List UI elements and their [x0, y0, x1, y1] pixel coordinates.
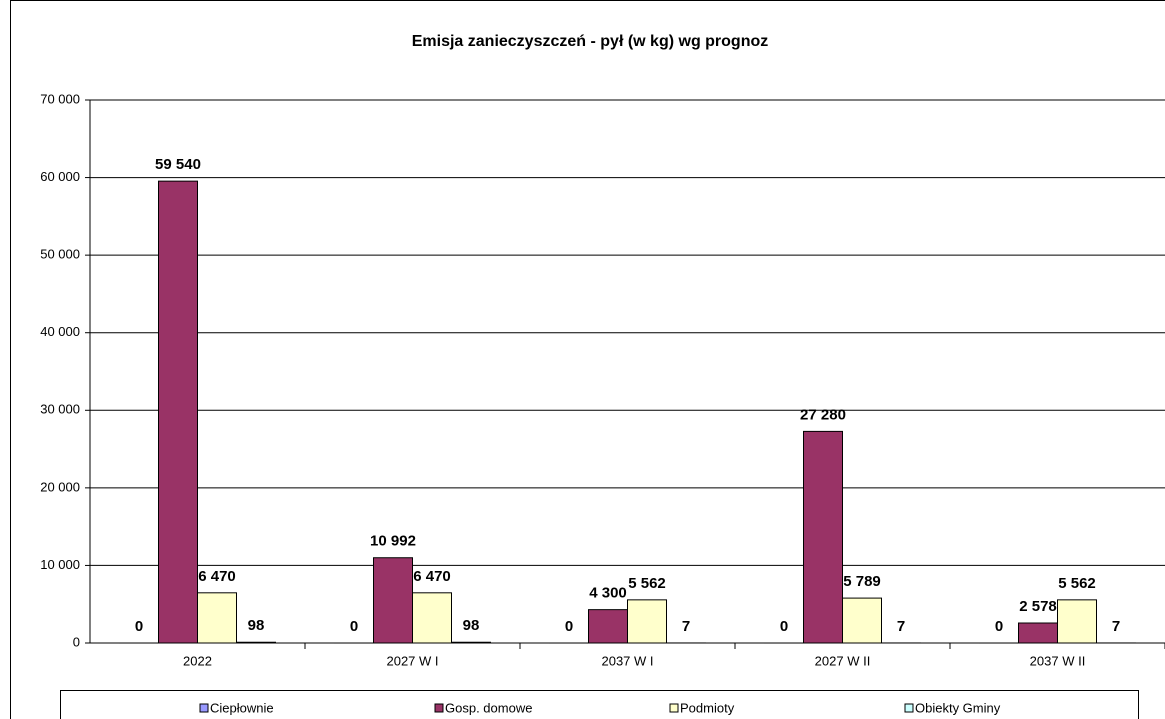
x-tick-label: 2027 W I — [386, 653, 438, 668]
legend-box — [60, 690, 1139, 719]
y-tick-label: 50 000 — [40, 247, 80, 262]
legend-swatch — [669, 703, 679, 713]
legend-swatch — [904, 703, 914, 713]
chart-title: Emisja zanieczyszczeń - pył (w kg) wg pr… — [412, 33, 769, 50]
y-tick-label: 30 000 — [40, 402, 80, 417]
legend-label: Obiekty Gminy — [915, 700, 1001, 715]
bar — [158, 180, 198, 644]
y-tick-label: 60 000 — [40, 169, 80, 184]
legend-label: Podmioty — [680, 700, 735, 715]
legend-label: Ciepłownie — [210, 700, 274, 715]
legend-swatch — [199, 703, 209, 713]
bar — [1057, 599, 1097, 644]
bar — [842, 597, 882, 644]
data-label: 7 — [1112, 618, 1120, 635]
data-label: 2 578 — [1019, 598, 1057, 615]
x-tick-label: 2022 — [183, 653, 212, 668]
data-label: 5 789 — [843, 573, 881, 590]
x-tick-label: 2037 W I — [601, 653, 653, 668]
bar — [236, 641, 276, 644]
data-label: 10 992 — [370, 533, 416, 550]
bar — [412, 592, 452, 644]
bar — [451, 641, 491, 644]
data-label: 6 470 — [413, 568, 451, 585]
data-label: 0 — [995, 618, 1003, 635]
bar — [197, 592, 237, 644]
data-label: 98 — [248, 617, 265, 634]
bar — [373, 557, 413, 644]
y-tick-label: 0 — [73, 634, 80, 649]
legend-swatch — [434, 703, 444, 713]
data-label: 5 562 — [628, 575, 666, 592]
data-label: 59 540 — [155, 156, 201, 173]
data-label: 7 — [897, 618, 905, 635]
chart-border — [10, 0, 1165, 719]
bar — [1018, 622, 1058, 644]
data-label: 4 300 — [589, 585, 627, 602]
data-label: 0 — [780, 618, 788, 635]
x-tick-label: 2027 W II — [815, 653, 871, 668]
data-label: 6 470 — [198, 568, 236, 585]
data-label: 7 — [682, 618, 690, 635]
data-label: 98 — [463, 617, 480, 634]
data-label: 0 — [350, 618, 358, 635]
data-label: 0 — [135, 618, 143, 635]
bar — [588, 609, 628, 644]
data-label: 27 280 — [800, 406, 846, 423]
legend-label: Gosp. domowe — [445, 700, 532, 715]
y-tick-label: 70 000 — [40, 91, 80, 106]
data-label: 0 — [565, 618, 573, 635]
x-tick-label: 2037 W II — [1030, 653, 1086, 668]
bar — [803, 430, 843, 644]
bar — [627, 599, 667, 644]
data-label: 5 562 — [1058, 575, 1096, 592]
y-tick-label: 40 000 — [40, 324, 80, 339]
y-tick-label: 10 000 — [40, 557, 80, 572]
y-tick-label: 20 000 — [40, 479, 80, 494]
